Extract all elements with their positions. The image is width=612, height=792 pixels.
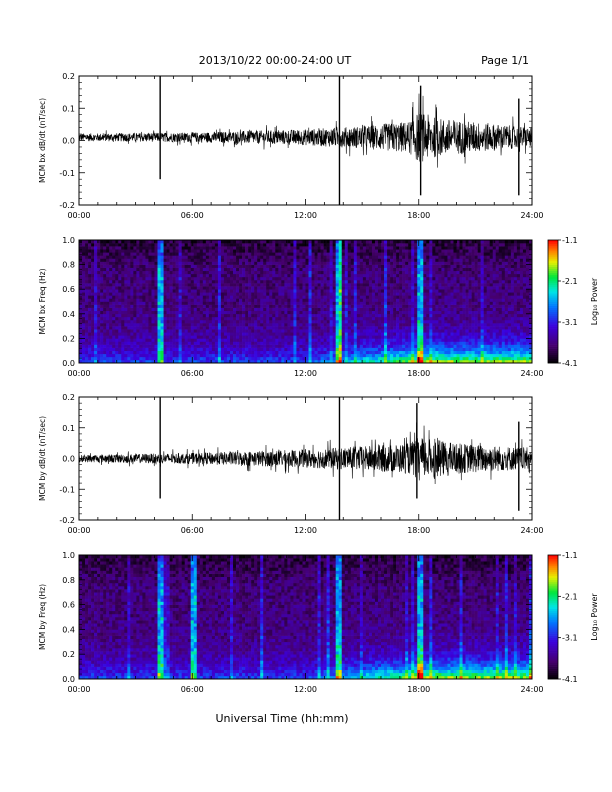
by-dbdt-panel: 00:00 06:00 12:00 18:00 24:00 -0.2 -0.1 0.0 0.1 0…	[38, 393, 544, 535]
y-tick-label: 0.0	[62, 137, 75, 146]
x-tick-label: 06:00	[181, 369, 204, 378]
y-tick-label: 0.2	[62, 650, 75, 659]
x-tick-label: 00:00	[67, 211, 90, 220]
x-tick-label: 18:00	[407, 211, 430, 220]
colorbar: -1.1 -2.1 -3.1 -4.1 Log₁₀ Power	[548, 551, 599, 684]
x-tick-label: 24:00	[520, 369, 543, 378]
y-tick-label: 0.0	[62, 455, 75, 464]
x-tick-label: 06:00	[181, 685, 204, 694]
y-tick-label: 0.0	[62, 675, 75, 684]
y-tick-label: 1.0	[62, 236, 75, 245]
x-tick-label: 12:00	[294, 526, 317, 535]
x-tick-label: 00:00	[67, 685, 90, 694]
x-tick-label: 00:00	[67, 526, 90, 535]
page-indicator: Page 1/1	[481, 54, 529, 67]
x-tick-label: 24:00	[520, 685, 543, 694]
y-tick-label: 1.0	[62, 551, 75, 560]
x-axis-title: Universal Time (hh:mm)	[216, 712, 349, 725]
x-tick-label: 18:00	[407, 526, 430, 535]
spectrogram-cells	[79, 240, 532, 363]
x-tick-label: 12:00	[294, 369, 317, 378]
y-tick-label: -0.1	[59, 485, 75, 494]
colorbar-tick-label: -1.1	[562, 236, 578, 245]
y-tick-label: 0.1	[62, 104, 75, 113]
bx-spectrogram-panel: 00:00 06:00 12:00 18:00 24:00 0.0 0.2 0.4 0.6 0.8…	[38, 236, 599, 378]
y-tick-label: 0.6	[62, 601, 75, 610]
colorbar-tick-label: -4.1	[562, 675, 578, 684]
colorbar-label: Log₁₀ Power	[590, 277, 599, 325]
date-range-title: 2013/10/22 00:00-24:00 UT	[199, 54, 352, 67]
y-tick-label: -0.1	[59, 169, 75, 178]
x-tick-label: 24:00	[520, 526, 543, 535]
y-tick-label: 0.8	[62, 261, 75, 270]
colorbar: -1.1 -2.1 -3.1 -4.1 Log₁₀ Power	[548, 236, 599, 368]
dbdt-trace	[79, 94, 532, 168]
y-axis-label: MCM by Freq (Hz)	[38, 584, 47, 650]
colorbar-tick-label: -3.1	[562, 318, 578, 327]
y-tick-label: -0.2	[59, 516, 75, 525]
colorbar-tick-label: -2.1	[562, 277, 578, 286]
x-tick-label: 06:00	[181, 526, 204, 535]
colorbar-tick-label: -1.1	[562, 551, 578, 560]
y-axis-label: MCM bx Freq (Hz)	[38, 268, 47, 334]
y-tick-label: 0.6	[62, 285, 75, 294]
y-tick-label: 0.4	[62, 625, 75, 634]
colorbar-tick-label: -2.1	[562, 592, 578, 601]
y-tick-label: 0.4	[62, 310, 75, 319]
x-tick-label: 12:00	[294, 685, 317, 694]
x-tick-label: 18:00	[407, 685, 430, 694]
y-tick-label: 0.1	[62, 424, 75, 433]
spectrogram-cells	[79, 555, 532, 679]
y-tick-label: 0.8	[62, 576, 75, 585]
y-tick-label: 0.2	[62, 393, 75, 402]
x-tick-label: 06:00	[181, 211, 204, 220]
bx-dbdt-panel: 00:00 06:00 12:00 18:00 24:00 -0.2 -0.1 0.0 0.1 0…	[38, 72, 544, 220]
x-tick-label: 12:00	[294, 211, 317, 220]
dbdt-trace	[79, 422, 532, 484]
y-tick-label: -0.2	[59, 201, 75, 210]
x-tick-label: 00:00	[67, 369, 90, 378]
y-axis-label: MCM by dB/dt (nT/sec)	[38, 416, 47, 501]
y-tick-label: 0.2	[62, 334, 75, 343]
y-axis-label: MCM bx dB/dt (nT/sec)	[38, 98, 47, 183]
by-spectrogram-panel: 00:00 06:00 12:00 18:00 24:00 0.0 0.2 0.4 0.6 0.8…	[38, 551, 599, 694]
x-tick-label: 24:00	[520, 211, 543, 220]
x-tick-label: 18:00	[407, 369, 430, 378]
y-tick-label: 0.2	[62, 72, 75, 81]
y-tick-label: 0.0	[62, 359, 75, 368]
colorbar-tick-label: -3.1	[562, 634, 578, 643]
colorbar-label: Log₁₀ Power	[590, 593, 599, 641]
colorbar-tick-label: -4.1	[562, 359, 578, 368]
